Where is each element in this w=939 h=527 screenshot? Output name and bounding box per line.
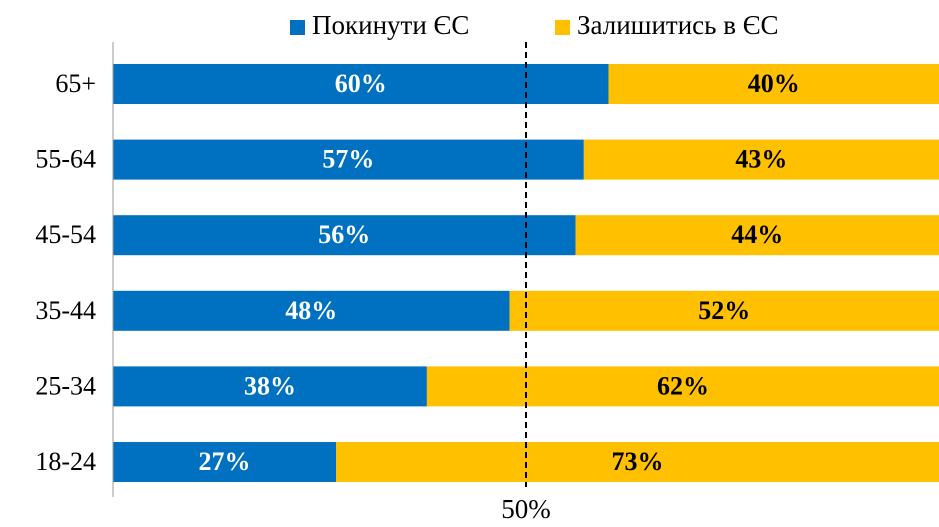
legend-label: Покинути ЄС	[312, 10, 469, 40]
legend-swatch	[290, 20, 305, 35]
bar-segment	[509, 290, 939, 331]
data-label: 60%	[335, 69, 387, 98]
bar-segment	[113, 139, 584, 180]
reference-label: 50%	[501, 494, 551, 524]
bar-segment	[426, 366, 939, 407]
y-tick-label: 35-44	[35, 296, 96, 325]
y-tick-label: 65+	[55, 69, 96, 98]
data-label: 62%	[657, 371, 709, 400]
data-label: 56%	[318, 220, 370, 249]
bar-segment	[575, 215, 939, 256]
data-label: 73%	[612, 447, 664, 476]
data-label: 27%	[199, 447, 251, 476]
bar-segment	[336, 442, 939, 482]
bar-segment	[113, 215, 576, 256]
y-tick-label: 25-34	[35, 371, 96, 400]
bar-segment	[583, 139, 939, 180]
data-label: 40%	[748, 69, 800, 98]
data-label: 52%	[698, 296, 750, 325]
legend-swatch	[555, 20, 570, 35]
legend-label: Залишитись в ЄС	[577, 10, 779, 40]
y-tick-label: 18-24	[35, 447, 96, 476]
y-tick-label: 55-64	[35, 145, 96, 174]
bar-segment	[113, 442, 337, 482]
bar-segment	[608, 64, 939, 104]
data-label: 48%	[285, 296, 337, 325]
data-label: 43%	[735, 145, 787, 174]
data-label: 38%	[244, 371, 296, 400]
data-label: 44%	[731, 220, 783, 249]
bar-segment	[113, 290, 510, 331]
data-label: 57%	[322, 145, 374, 174]
y-tick-label: 45-54	[35, 220, 96, 249]
bar-segment	[113, 366, 427, 407]
